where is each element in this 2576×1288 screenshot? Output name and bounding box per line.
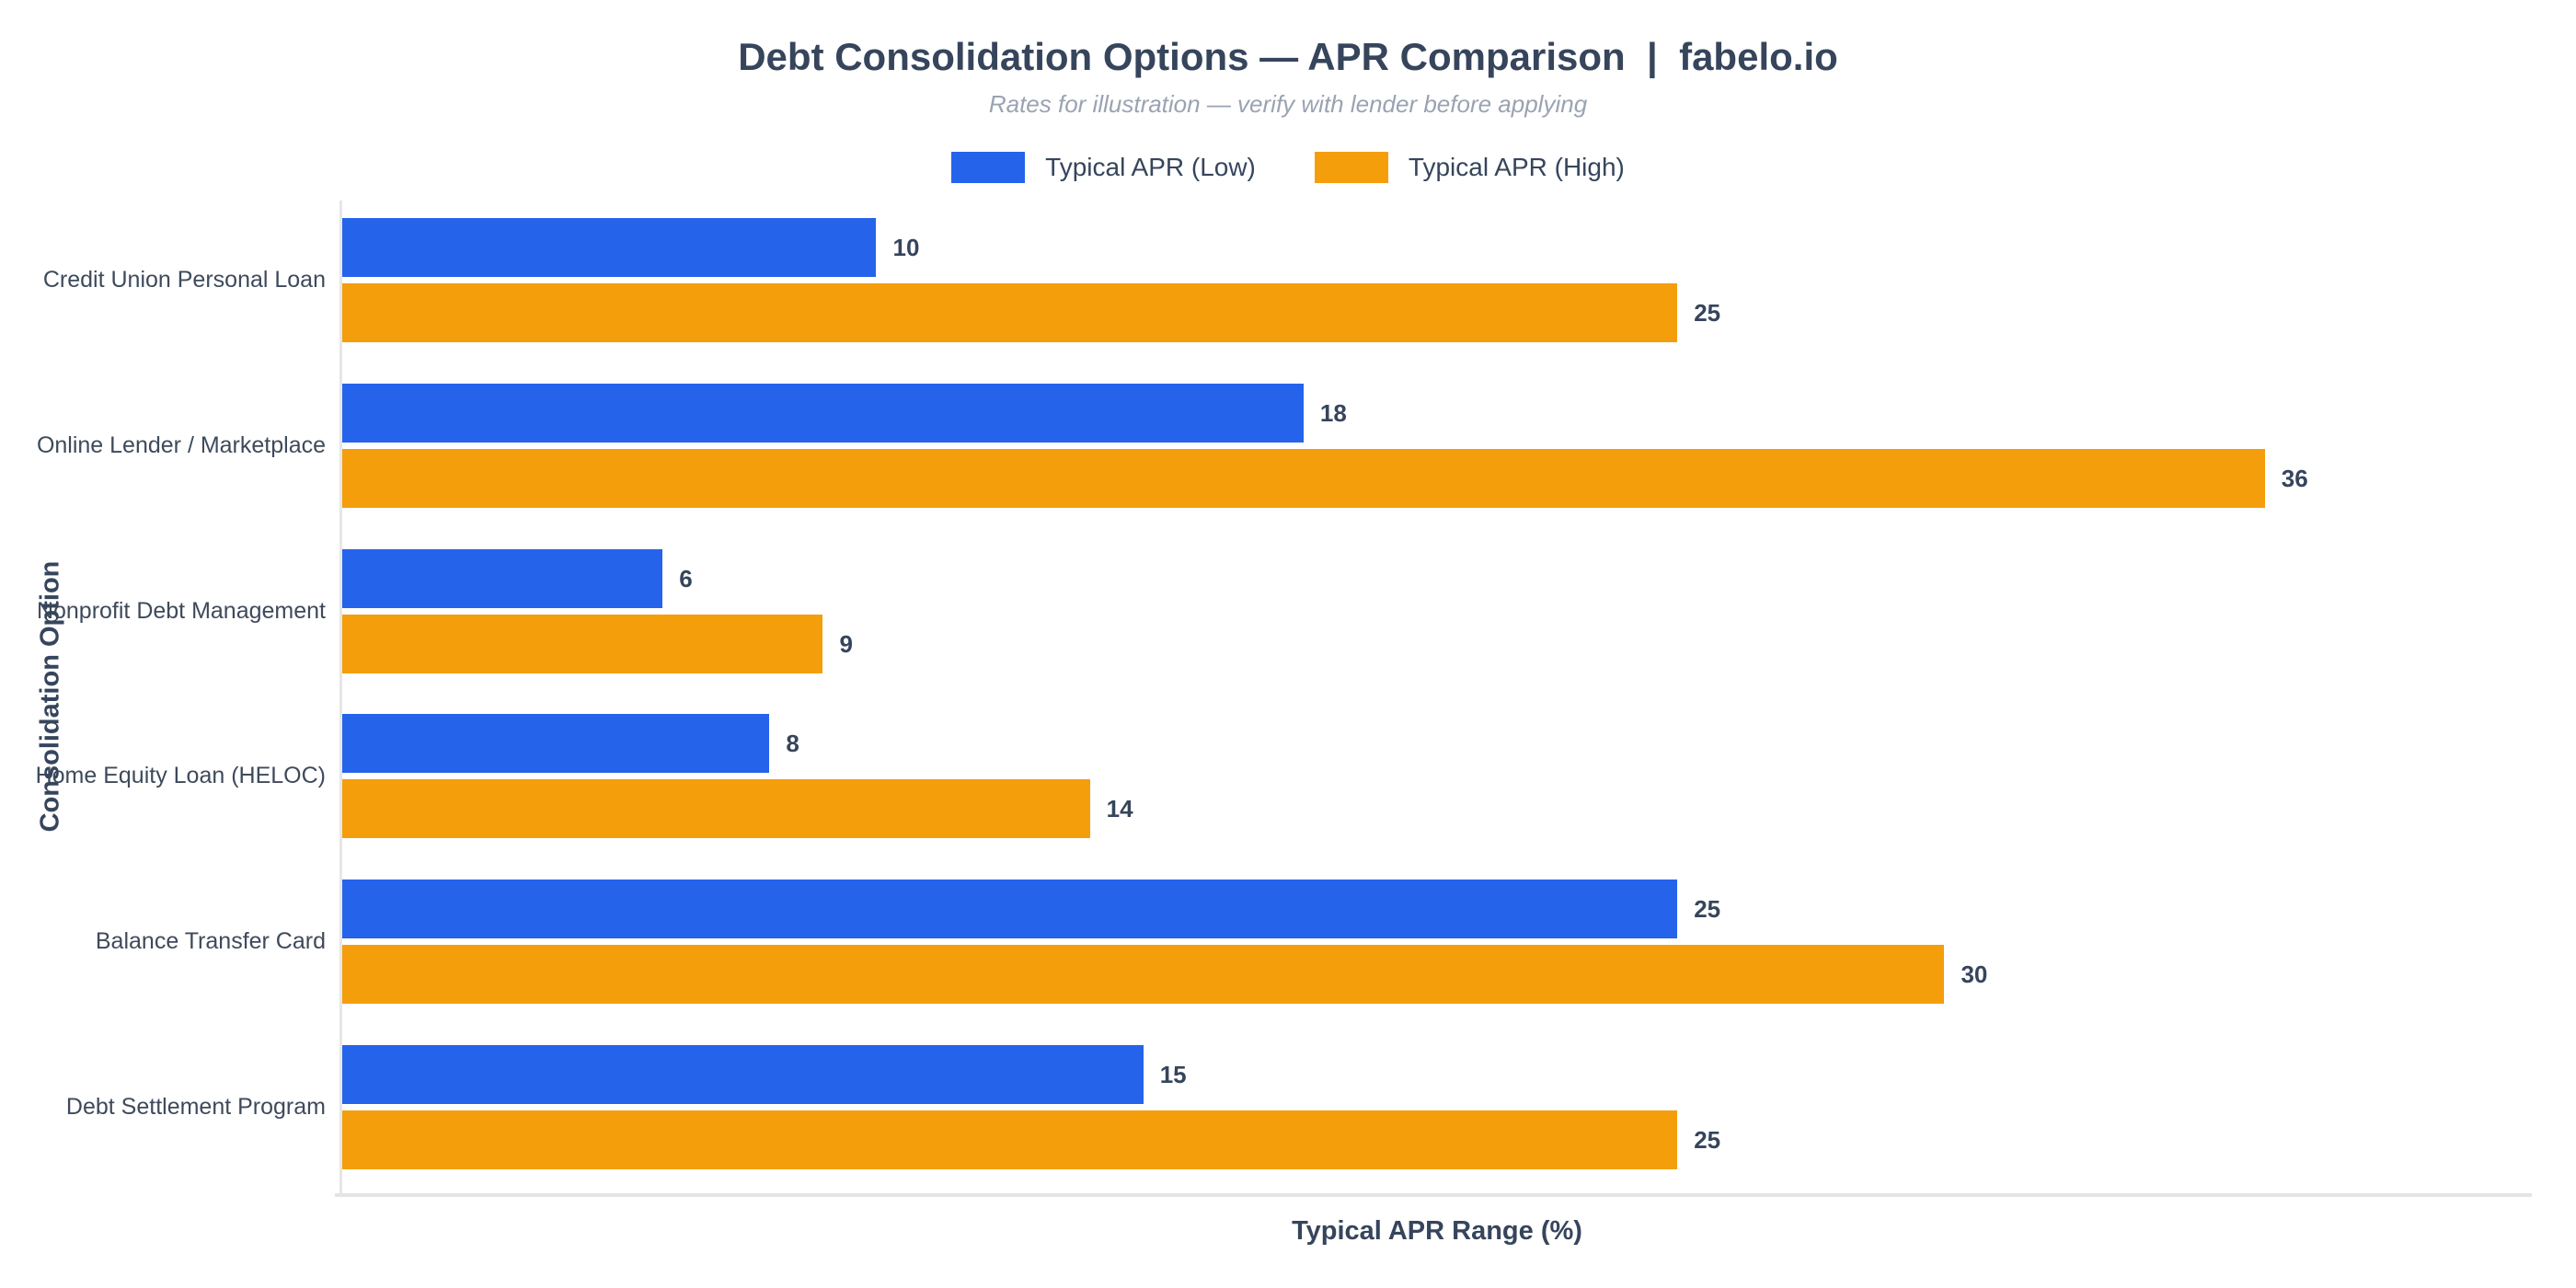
value-label: 18 [1319,398,1347,427]
x-axis-line [335,1193,2532,1197]
bar-typical-apr-low [342,548,663,608]
bar-typical-apr-high [342,448,2265,508]
bar-typical-apr-low [342,880,1678,939]
bar-typical-apr-high [342,945,1945,1005]
bar-typical-apr-high [342,779,1090,839]
legend: Typical APR (Low) Typical APR (High) [0,152,2576,183]
x-axis-title: Typical APR Range (%) [1292,1216,1582,1246]
category-label: Debt Settlement Program [65,1094,326,1121]
category-label: Online Lender / Marketplace [36,431,326,458]
chart-title: Debt Consolidation Options — APR Compari… [738,35,1838,78]
legend-label: Typical APR (Low) [1045,153,1256,181]
bar-typical-apr-low [342,218,877,277]
value-label: 14 [1106,795,1133,823]
bar-typical-apr-high [342,614,823,673]
value-label: 25 [1694,299,1721,327]
bar-group-row: Debt Settlement Program 15 25 [66,1028,2532,1193]
category-label: Nonprofit Debt Management [36,597,326,624]
bar-group-row: Balance Transfer Card 25 30 [96,862,2532,1028]
value-label: 25 [1694,1126,1721,1155]
bar-typical-apr-low [342,383,1304,443]
value-label: 8 [786,730,799,758]
value-label: 10 [892,234,920,261]
bar-group-row: Nonprofit Debt Management 6 9 [37,532,2532,697]
value-label: 30 [1961,960,1988,989]
y-axis-title: Consolidation Option [35,560,65,833]
bar-rows: Credit Union Personal Loan 10 25 Online Len… [36,201,2532,1193]
value-label: 9 [839,629,853,658]
value-label: 25 [1694,895,1721,924]
bar-typical-apr-high [342,1110,1678,1170]
legend-entry-low: Typical APR (Low) [951,152,1256,183]
bar-group-row: Online Lender / Marketplace 18 36 [37,366,2532,532]
legend-label: Typical APR (High) [1408,153,1625,181]
plot-area: Credit Union Personal Loan 10 25 Online Len… [36,201,2532,1197]
bar-typical-apr-low [342,1045,1144,1105]
y-axis-line [339,201,342,1197]
bar-group-row: Credit Union Personal Loan 10 25 [43,201,2532,366]
bar-typical-apr-low [342,714,770,774]
value-label: 36 [2281,464,2308,492]
value-label: 15 [1159,1061,1187,1089]
bar-group-row: Home Equity Loan (HELOC) 8 14 [36,696,2532,862]
chart-header: Debt Consolidation Options — APR Compari… [0,33,2576,119]
category-label: Credit Union Personal Loan [42,267,326,293]
chart-subtitle: Rates for illustration — verify with len… [988,90,1588,118]
category-label: Balance Transfer Card [95,928,326,955]
legend-swatch-icon [951,152,1026,183]
category-label: Home Equity Loan (HELOC) [35,763,326,789]
legend-swatch-icon [1314,152,1388,183]
value-label: 6 [679,564,693,592]
legend-entry-high: Typical APR (High) [1314,152,1625,183]
bar-typical-apr-high [342,283,1678,342]
